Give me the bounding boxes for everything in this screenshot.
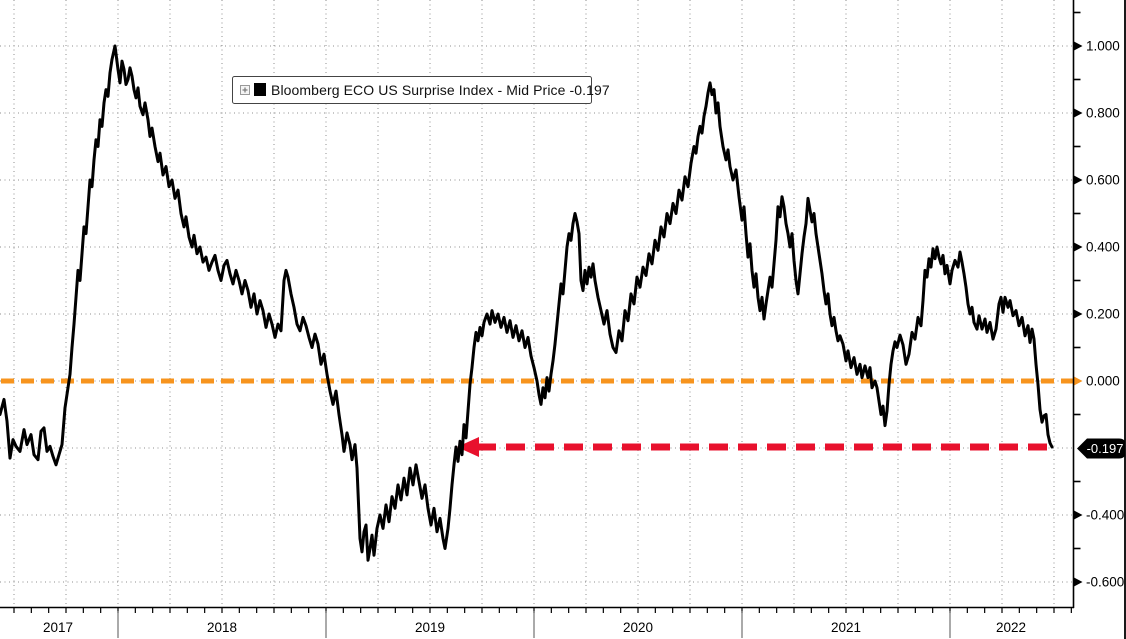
x-year-label: 2019	[415, 620, 445, 635]
y-tick-arrow	[1074, 510, 1083, 520]
y-tick-arrow	[1074, 242, 1083, 252]
x-year-label: 2022	[996, 620, 1026, 635]
y-tick-label: 0.600	[1086, 173, 1120, 188]
y-tick-label: 0.400	[1086, 240, 1120, 255]
reference-lines	[1, 378, 1073, 457]
y-tick-arrow	[1074, 309, 1083, 319]
series-lines	[0, 44, 1054, 562]
x-year-label: 2020	[623, 620, 653, 635]
y-tick-label: -0.400	[1086, 508, 1124, 523]
y-tick-label: 1.000	[1086, 39, 1120, 54]
x-year-label: 2021	[831, 620, 861, 635]
legend-expand-icon[interactable]	[240, 85, 250, 95]
level-line-arrow	[457, 436, 479, 457]
y-tick-arrow	[1074, 376, 1083, 386]
legend-series-label: Bloomberg ECO US Surprise Index - Mid Pr…	[271, 82, 610, 98]
y-axis-ticks: 1.000 0.800 0.600 0.400 0.200 0.000 -0.400 -0.6…	[1074, 11, 1124, 590]
y-tick-label: 0.200	[1086, 307, 1120, 322]
legend-frame	[232, 76, 592, 104]
y-tick-label: -0.600	[1086, 575, 1124, 590]
x-axis-ticks: 2017 2018 2019 2020 2021 2022	[13, 608, 1072, 638]
y-tick-arrow	[1074, 175, 1083, 185]
x-year-label: 2018	[207, 620, 237, 635]
y-tick-arrow	[1074, 577, 1083, 587]
x-year-label: 2017	[43, 620, 73, 635]
series-line	[0, 44, 1054, 562]
y-tick-arrow	[1074, 41, 1083, 51]
last-price-badge-shape	[1077, 438, 1126, 459]
legend-box[interactable]: Bloomberg ECO US Surprise Index - Mid Pr…	[232, 76, 610, 104]
y-tick-label: 0.800	[1086, 106, 1120, 121]
legend-series-swatch	[254, 83, 266, 96]
last-price-badge-label: -0.197	[1087, 441, 1124, 456]
y-tick-label: 0.000	[1086, 374, 1120, 389]
last-price-badge: -0.197	[1077, 438, 1126, 459]
y-tick-arrow	[1074, 108, 1083, 118]
